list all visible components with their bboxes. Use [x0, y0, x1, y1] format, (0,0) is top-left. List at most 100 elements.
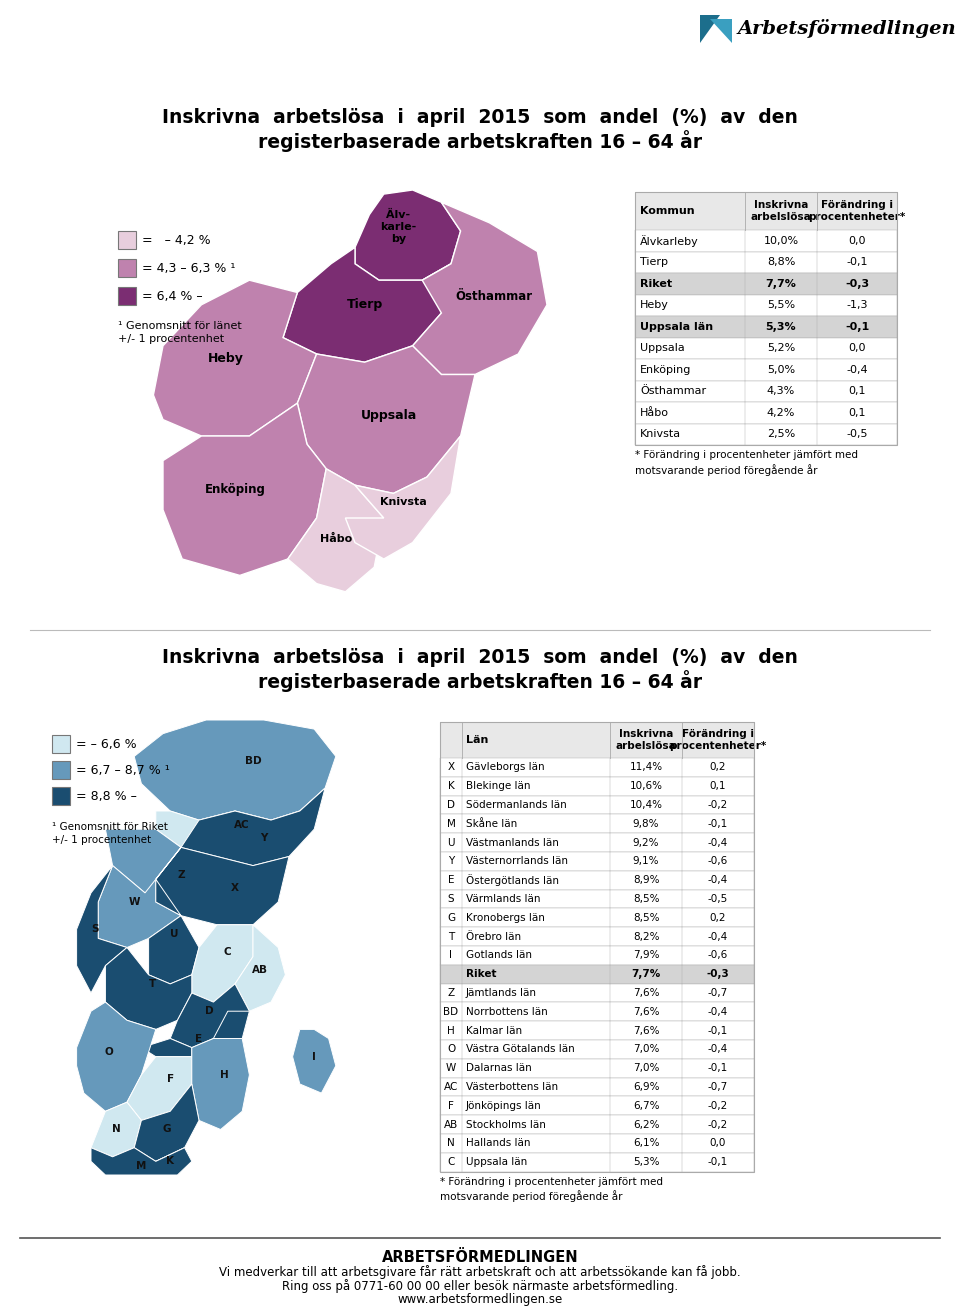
Bar — [118, 231, 136, 249]
Text: Älvkarleby: Älvkarleby — [640, 235, 699, 247]
Text: 8,9%: 8,9% — [633, 876, 660, 885]
Text: Västmanlands län: Västmanlands län — [466, 838, 559, 848]
Text: -0,4: -0,4 — [708, 838, 728, 848]
Text: ¹ Genomsnitt för Riket: ¹ Genomsnitt för Riket — [52, 822, 168, 832]
Text: 0,0: 0,0 — [709, 1139, 726, 1148]
Text: W: W — [445, 1064, 456, 1073]
Polygon shape — [170, 984, 250, 1057]
Text: -0,6: -0,6 — [708, 856, 728, 867]
Text: Östhammar: Östhammar — [640, 387, 707, 396]
Text: -0,1: -0,1 — [708, 819, 728, 828]
Text: registerbaserade arbetskraften 16 – 64 år: registerbaserade arbetskraften 16 – 64 å… — [258, 671, 702, 692]
Text: 8,8%: 8,8% — [767, 258, 795, 267]
Text: Hallands län: Hallands län — [466, 1139, 531, 1148]
Text: 5,5%: 5,5% — [767, 300, 795, 310]
Text: 7,6%: 7,6% — [633, 988, 660, 998]
Text: O: O — [446, 1044, 455, 1055]
Text: ¹ Genomsnitt för länet: ¹ Genomsnitt för länet — [118, 321, 242, 331]
Bar — [635, 316, 897, 338]
Bar — [440, 834, 754, 852]
Text: Västernorrlands län: Västernorrlands län — [466, 856, 568, 867]
Bar — [635, 338, 897, 359]
Text: -0,3: -0,3 — [845, 279, 869, 289]
Polygon shape — [134, 721, 336, 821]
Text: 9,1%: 9,1% — [633, 856, 660, 867]
Text: Värmlands län: Värmlands län — [466, 894, 540, 903]
Bar — [440, 984, 754, 1002]
Text: Enköping: Enköping — [640, 364, 691, 375]
Text: Jämtlands län: Jämtlands län — [466, 988, 537, 998]
Text: 0,2: 0,2 — [709, 913, 727, 923]
Bar — [635, 230, 897, 251]
Text: = 8,8 % –: = 8,8 % – — [76, 789, 137, 802]
Bar — [440, 722, 754, 757]
Bar — [635, 359, 897, 380]
Bar — [440, 890, 754, 909]
Bar — [635, 192, 897, 230]
Polygon shape — [192, 924, 253, 1002]
Text: 6,7%: 6,7% — [633, 1101, 660, 1111]
Text: 7,6%: 7,6% — [633, 1007, 660, 1016]
Text: G: G — [447, 913, 455, 923]
Text: O: O — [105, 1047, 113, 1057]
Polygon shape — [355, 189, 461, 280]
Text: Enköping: Enköping — [204, 483, 265, 496]
Text: 5,3%: 5,3% — [766, 322, 796, 331]
Text: 8,2%: 8,2% — [633, 931, 660, 942]
Text: Förändring i
procentenheter*: Förändring i procentenheter* — [669, 729, 767, 751]
Bar — [440, 852, 754, 871]
Text: Västerbottens län: Västerbottens län — [466, 1082, 558, 1091]
Text: 7,7%: 7,7% — [632, 969, 660, 980]
Text: T: T — [149, 978, 156, 989]
Text: -0,1: -0,1 — [845, 322, 869, 331]
Text: ARBETSFÖRMEDLINGEN: ARBETSFÖRMEDLINGEN — [382, 1251, 578, 1265]
Text: Knivsta: Knivsta — [640, 429, 682, 439]
Text: +/- 1 procentenhet: +/- 1 procentenhet — [118, 334, 224, 345]
Text: K: K — [447, 781, 454, 792]
Text: -0,2: -0,2 — [708, 1119, 728, 1130]
Bar — [440, 757, 754, 777]
Text: D: D — [447, 800, 455, 810]
Bar — [635, 423, 897, 444]
Text: -0,1: -0,1 — [847, 258, 868, 267]
Text: = 4,3 – 6,3 % ¹: = 4,3 – 6,3 % ¹ — [142, 262, 235, 275]
Text: Stockholms län: Stockholms län — [466, 1119, 546, 1130]
Polygon shape — [235, 924, 285, 1011]
Text: 0,1: 0,1 — [849, 408, 866, 418]
Text: Gävleborgs län: Gävleborgs län — [466, 763, 544, 772]
Text: Håbo: Håbo — [320, 534, 352, 543]
Polygon shape — [154, 280, 317, 437]
Text: AC: AC — [444, 1082, 458, 1091]
Bar — [440, 1153, 754, 1172]
Text: Älv-
karle-
by: Älv- karle- by — [380, 210, 417, 243]
Text: U: U — [170, 928, 178, 939]
Polygon shape — [700, 14, 720, 43]
Text: -0,4: -0,4 — [708, 1007, 728, 1016]
Text: Blekinge län: Blekinge län — [466, 781, 531, 792]
Bar — [440, 814, 754, 834]
Text: Z: Z — [178, 869, 185, 880]
Text: Heby: Heby — [207, 351, 243, 364]
Text: 8,5%: 8,5% — [633, 913, 660, 923]
Bar — [635, 295, 897, 316]
Polygon shape — [156, 847, 289, 924]
Text: 0,0: 0,0 — [849, 235, 866, 246]
Text: K: K — [166, 1156, 174, 1166]
Text: N: N — [447, 1139, 455, 1148]
Bar — [635, 402, 897, 423]
Text: N: N — [111, 1124, 121, 1135]
Text: 10,0%: 10,0% — [763, 235, 799, 246]
Text: Inskrivna
arbelslösa: Inskrivna arbelslösa — [751, 200, 811, 222]
Text: = 6,4 % –: = 6,4 % – — [142, 289, 203, 302]
Text: Uppsala: Uppsala — [640, 343, 684, 354]
Bar — [118, 259, 136, 277]
Text: I: I — [449, 951, 452, 960]
Text: 0,1: 0,1 — [849, 387, 866, 396]
Polygon shape — [288, 469, 384, 592]
Text: -0,7: -0,7 — [708, 1082, 728, 1091]
Bar — [440, 777, 754, 796]
Text: Dalarnas län: Dalarnas län — [466, 1064, 532, 1073]
Bar — [440, 1002, 754, 1022]
Text: 8,5%: 8,5% — [633, 894, 660, 903]
Text: 7,0%: 7,0% — [633, 1044, 660, 1055]
